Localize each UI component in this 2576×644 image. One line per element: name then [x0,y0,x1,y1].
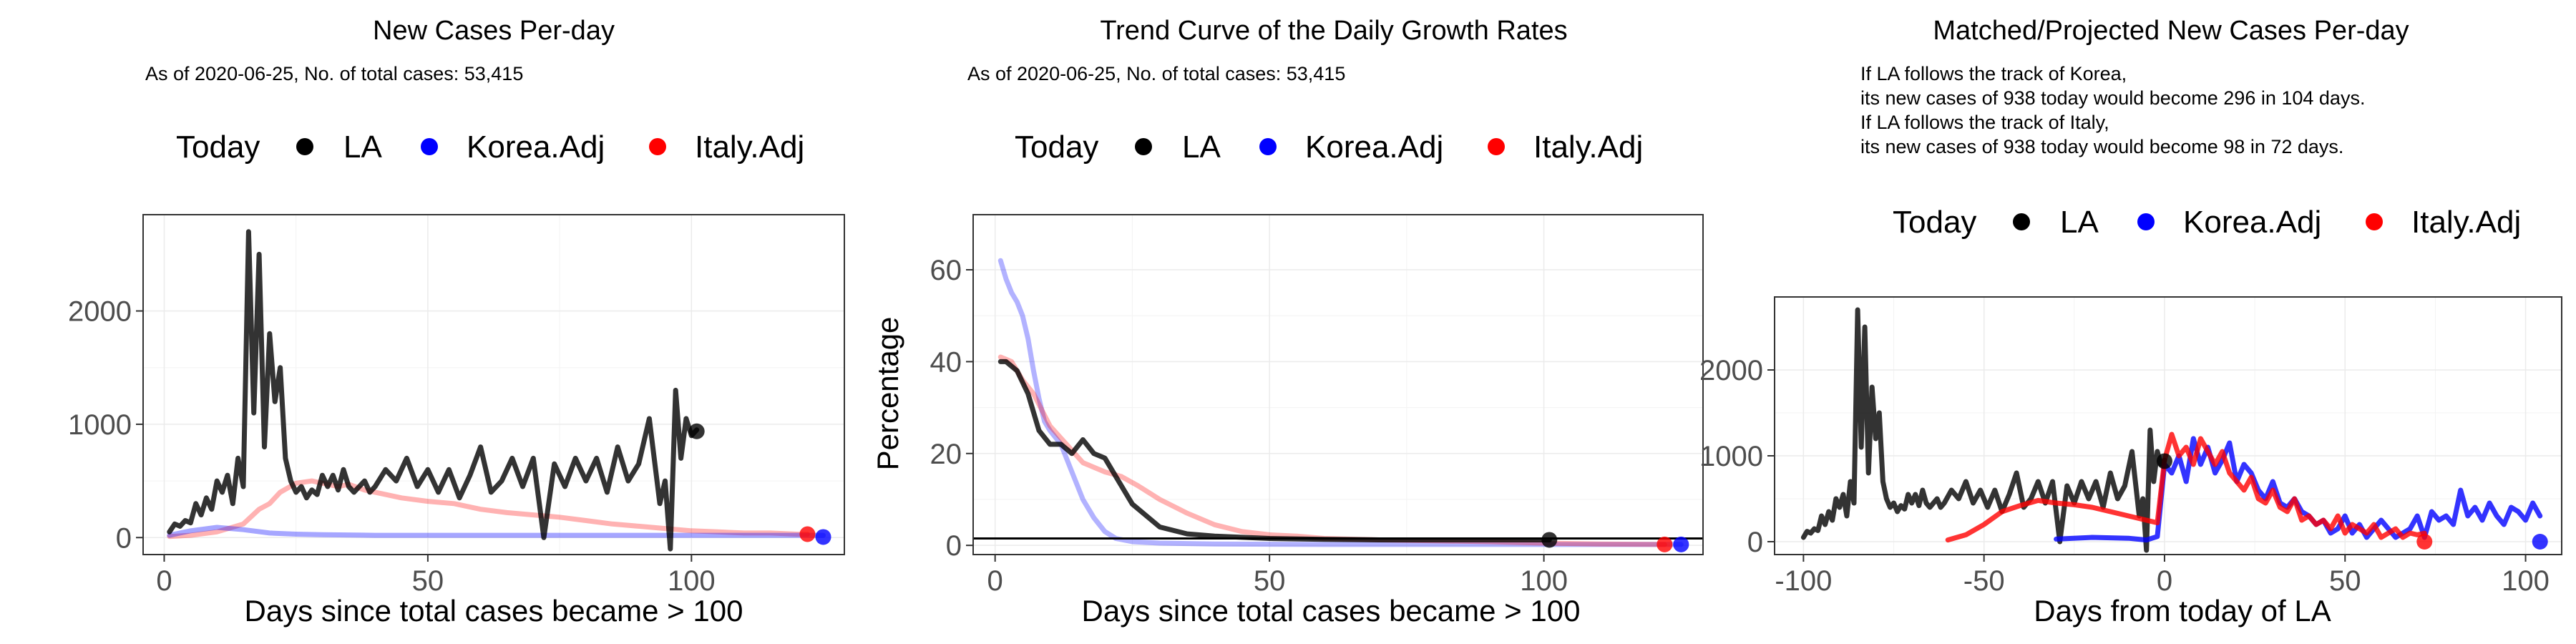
series-line-la [167,229,700,552]
legend: Today LA Korea.Adj Italy.Adj [176,130,804,165]
legend-title: Today [1893,205,1976,240]
legend-label-italy: Italy.Adj [695,130,804,165]
chart-new-cases-per-day: New Cases Per-day As of 2020-06-25, No. … [68,16,845,628]
today-point-italy-adj [1657,536,1673,552]
series-line-la [997,358,1552,542]
panel-border [972,214,1704,555]
chart-growth-rate-trend: Trend Curve of the Daily Growth Rates As… [871,16,1704,628]
chart-matched-projected: Matched/Projected New Cases Per-day If L… [1699,16,2562,628]
legend-marker-korea [2137,213,2155,230]
today-point-la [688,423,705,439]
series-line-italy-adj [167,478,810,540]
today-point-italy-adj [799,526,816,542]
y-tick-label: 40 [930,346,962,378]
x-tick-label: -50 [1963,565,2005,597]
panel-border [1774,296,2562,555]
panel-border [142,214,845,555]
legend-label-la: LA [1182,130,1221,165]
legend: Today LA Korea.Adj Italy.Adj [1893,205,2521,240]
legend-marker-italy [1488,138,1505,155]
legend-marker-korea [421,138,438,155]
series-line-korea-adj [2054,436,2543,543]
chart-subtitle: As of 2020-06-25, No. of total cases: 53… [145,63,523,84]
x-tick-label: 100 [2502,565,2550,597]
y-tick-label: 20 [930,439,962,470]
chart-title: New Cases Per-day [373,16,615,46]
y-tick-label: 0 [116,522,132,554]
projection-note-2: its new cases of 938 today would become … [1860,87,2365,109]
x-tick-label: 100 [668,565,716,597]
legend-marker-italy [649,138,666,155]
series-group [1800,307,2543,553]
y-tick-label: 0 [1747,527,1763,558]
legend-label-korea: Korea.Adj [467,130,605,165]
x-tick-label: 0 [987,565,1003,597]
legend-marker-la [2013,213,2030,230]
x-tick-label: 0 [156,565,172,597]
series-line-la [1800,307,2167,553]
x-tick-label: 50 [1254,565,1286,597]
legend-label-la: LA [2060,205,2099,240]
series-group [167,229,826,552]
today-point-korea-adj [1673,536,1689,552]
today-point-korea-adj [2532,534,2548,550]
projection-note-1: If LA follows the track of Korea, [1860,63,2127,84]
y-tick-label: 1000 [68,409,132,441]
legend-title: Today [176,130,260,165]
legend-marker-la [296,138,313,155]
legend: Today LA Korea.Adj Italy.Adj [1015,130,1643,165]
plot-area: 0 50 100 0 20 40 60 [930,214,1704,597]
x-axis-title: Days from today of LA [2034,594,2331,628]
today-point-korea-adj [815,529,831,545]
legend-marker-italy [2366,213,2383,230]
x-tick-label: 100 [1520,565,1568,597]
legend-label-italy: Italy.Adj [1533,130,1643,165]
x-axis-title: Days since total cases became > 100 [1082,594,1581,628]
chart-title: Trend Curve of the Daily Growth Rates [1100,16,1567,46]
today-point-la [1541,532,1558,548]
series-line-korea-adj [997,258,1684,547]
today-point-la [2156,453,2172,469]
x-tick-label: 0 [2157,565,2172,597]
series-line-italy-adj [997,354,1667,547]
x-axis-title: Days since total cases became > 100 [245,594,743,628]
y-tick-label: 60 [930,255,962,286]
x-tick-label: 50 [412,565,444,597]
today-point-italy-adj [2416,534,2433,550]
legend-label-korea: Korea.Adj [1305,130,1443,165]
series-line-korea-adj [167,525,826,538]
legend-label-la: LA [343,130,382,165]
chart-title: Matched/Projected New Cases Per-day [1933,16,2409,46]
legend-marker-korea [1259,138,1277,155]
x-tick-label: 50 [2329,565,2361,597]
legend-label-korea: Korea.Adj [2183,205,2321,240]
projection-note-3: If LA follows the track of Italy, [1860,112,2109,133]
chart-subtitle: As of 2020-06-25, No. of total cases: 53… [967,63,1345,84]
legend-label-italy: Italy.Adj [2411,205,2521,240]
series-line-italy-adj [1945,431,2427,543]
legend-title: Today [1015,130,1098,165]
y-tick-label: 0 [946,530,962,562]
legend-marker-la [1135,138,1152,155]
y-tick-label: 1000 [1699,441,1763,472]
series-group [997,258,1684,547]
projection-note-4: its new cases of 938 today would become … [1860,136,2343,157]
y-tick-label: 2000 [68,296,132,328]
y-tick-label: 2000 [1699,355,1763,386]
x-tick-label: -100 [1775,565,1832,597]
y-axis-title: Percentage [871,317,904,471]
